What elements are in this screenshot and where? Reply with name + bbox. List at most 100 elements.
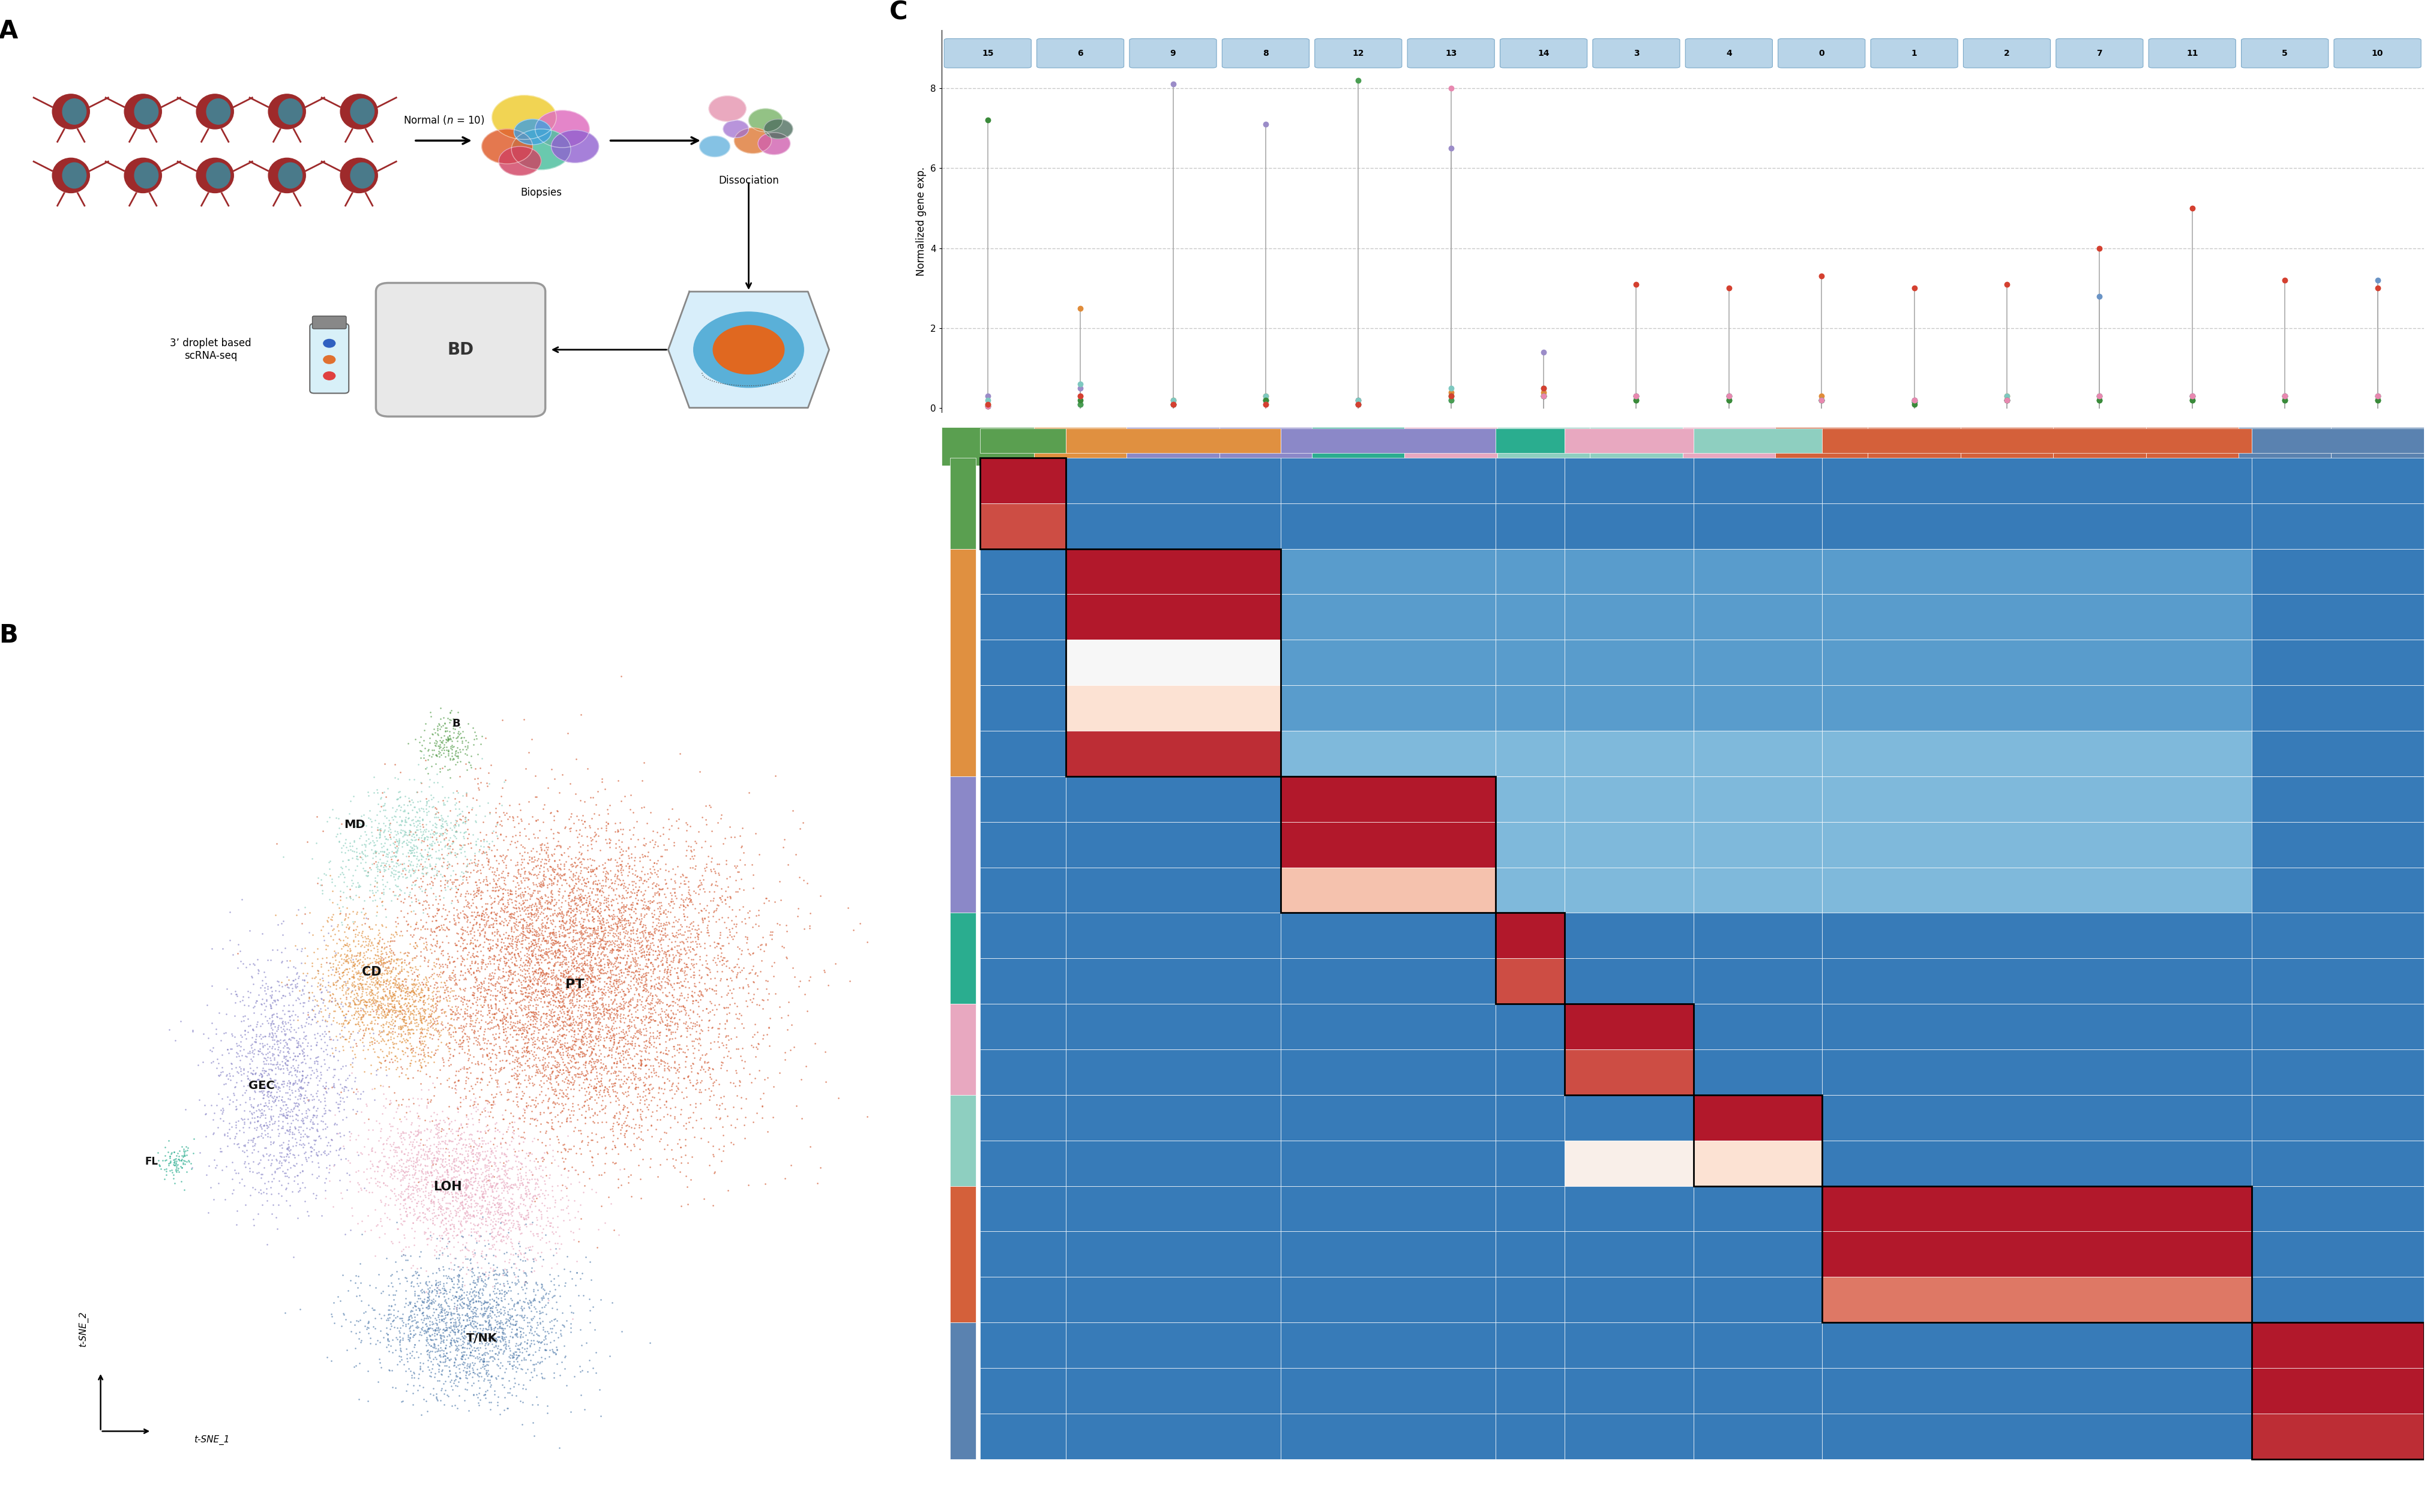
Point xyxy=(368,956,407,980)
Point xyxy=(650,1027,689,1051)
Point xyxy=(253,1043,292,1067)
Point xyxy=(636,880,675,904)
Point xyxy=(538,1131,577,1155)
Point xyxy=(626,1016,665,1040)
Point xyxy=(521,943,560,968)
Point xyxy=(626,1048,665,1072)
Point xyxy=(280,1075,319,1099)
Point xyxy=(458,727,497,751)
Point xyxy=(621,1007,660,1031)
Point xyxy=(400,1362,438,1387)
Point xyxy=(441,1152,480,1176)
Point xyxy=(592,965,631,989)
Point xyxy=(636,850,675,874)
Point xyxy=(565,951,604,975)
Point xyxy=(597,916,636,940)
Point xyxy=(421,1303,460,1328)
Point xyxy=(529,835,568,859)
Point xyxy=(363,1018,402,1042)
Point xyxy=(251,1025,290,1049)
Point xyxy=(611,912,650,936)
Point xyxy=(519,1154,558,1178)
Point xyxy=(382,859,421,883)
Point xyxy=(407,1312,446,1337)
Point xyxy=(400,1297,438,1321)
Point xyxy=(575,857,614,881)
Point xyxy=(341,992,380,1016)
Bar xyxy=(1067,640,1281,685)
Point xyxy=(473,1178,512,1202)
Point xyxy=(407,812,446,836)
Point xyxy=(387,968,426,992)
Point xyxy=(602,912,641,936)
Point xyxy=(387,1308,426,1332)
Point xyxy=(541,916,580,940)
Point xyxy=(580,953,619,977)
Point xyxy=(343,965,382,989)
Point xyxy=(614,853,653,877)
Point xyxy=(551,940,590,965)
Point xyxy=(611,1031,650,1055)
Point xyxy=(609,836,648,860)
Point xyxy=(373,1314,412,1338)
Point xyxy=(558,968,597,992)
Point xyxy=(434,1146,473,1170)
Point xyxy=(482,844,521,868)
Point xyxy=(404,931,443,956)
Circle shape xyxy=(492,95,555,139)
Point xyxy=(543,943,582,968)
Point xyxy=(375,1193,414,1217)
Point xyxy=(531,986,570,1010)
Point xyxy=(514,1033,553,1057)
Point xyxy=(241,1113,280,1137)
Point xyxy=(521,886,560,910)
Point xyxy=(339,854,378,878)
Point xyxy=(453,950,492,974)
Point xyxy=(156,1143,195,1167)
Point xyxy=(395,1211,434,1235)
Point xyxy=(263,1096,302,1120)
Point xyxy=(424,738,463,762)
Point xyxy=(402,1143,441,1167)
Point xyxy=(451,1009,490,1033)
Point xyxy=(492,1194,531,1219)
Point xyxy=(529,916,568,940)
Point xyxy=(373,1013,412,1037)
Point xyxy=(568,1089,607,1113)
Point xyxy=(402,925,441,950)
Point xyxy=(407,1166,446,1190)
Point xyxy=(456,869,495,894)
Point xyxy=(446,859,485,883)
Point xyxy=(451,1027,490,1051)
Point xyxy=(543,885,582,909)
Point xyxy=(592,1013,631,1037)
Point xyxy=(509,848,548,872)
Point xyxy=(580,1016,619,1040)
Point xyxy=(448,1173,487,1198)
Point xyxy=(426,1278,465,1302)
Point xyxy=(524,966,563,990)
Point xyxy=(490,1005,529,1030)
Point xyxy=(263,1110,302,1134)
Point xyxy=(151,1018,190,1042)
Point xyxy=(641,987,680,1012)
Point xyxy=(538,1049,577,1074)
Point xyxy=(421,1173,460,1198)
Point xyxy=(487,877,526,901)
Point xyxy=(356,936,395,960)
Point xyxy=(641,901,680,925)
Point xyxy=(548,1184,587,1208)
Point xyxy=(244,1086,283,1110)
Point xyxy=(380,1126,419,1151)
Point xyxy=(575,1055,614,1080)
Point xyxy=(536,945,575,969)
Point xyxy=(658,1018,697,1042)
Point xyxy=(487,1202,526,1226)
Point xyxy=(424,1299,463,1323)
Circle shape xyxy=(758,133,789,154)
Point xyxy=(421,1211,460,1235)
Point xyxy=(407,1166,446,1190)
Point xyxy=(738,977,777,1001)
Point xyxy=(431,1267,470,1291)
Point xyxy=(504,900,543,924)
